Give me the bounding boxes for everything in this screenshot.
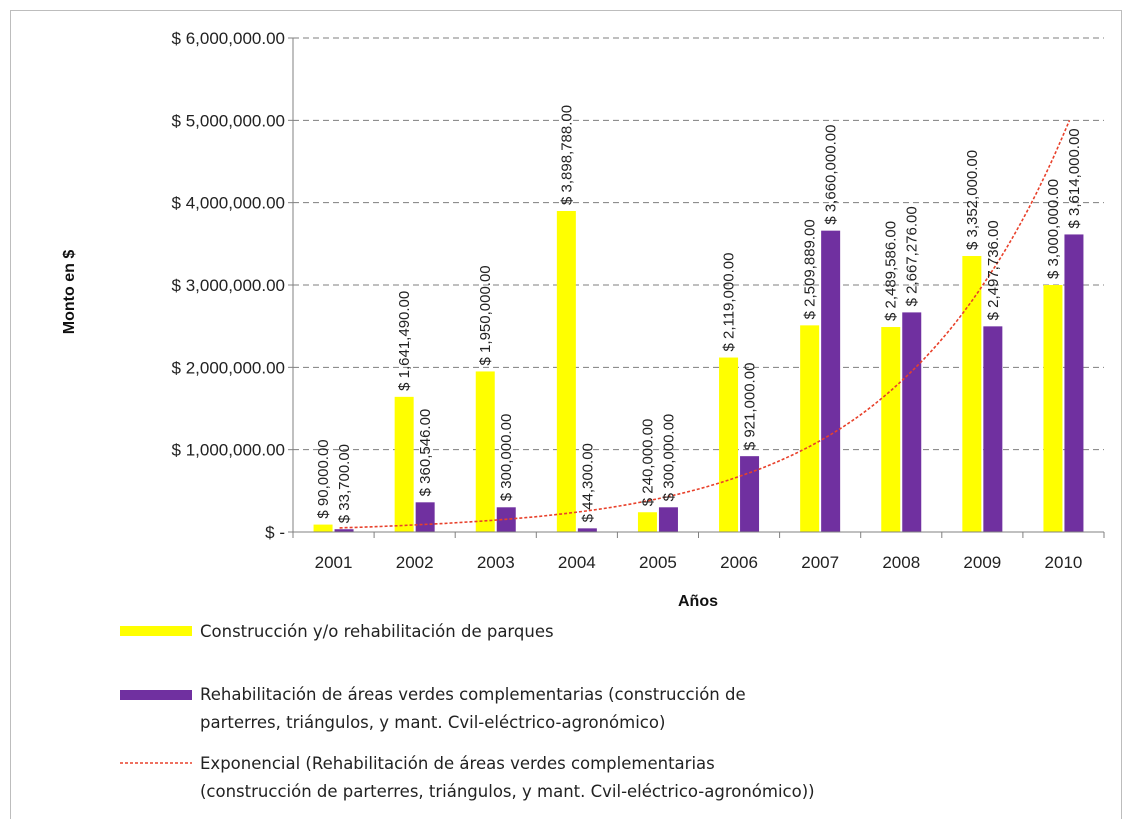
bar-construccion-parques	[556, 210, 576, 532]
x-tick-label: 2008	[882, 553, 920, 572]
data-labels: $ 90,000.00 $ 1,641,490.00 $ 1,950,000.00 $…	[315, 105, 1083, 523]
data-label: $ 2,667,276.00	[904, 206, 921, 306]
x-tick-label: 2001	[315, 553, 353, 572]
x-axis-title: Años	[678, 593, 718, 610]
x-tick-label: 2003	[477, 553, 515, 572]
legend-label: parterres, triángulos, y mant. Cvil-eléc…	[200, 713, 665, 732]
bar-rehabilitacion-areas-verdes	[658, 507, 678, 532]
data-label: $ 1,641,490.00	[396, 291, 413, 391]
legend-label: (construcción de parterres, triángulos, …	[200, 782, 815, 801]
bar-construccion-parques	[475, 371, 495, 532]
bar-rehabilitacion-areas-verdes	[1064, 234, 1084, 532]
bar-rehabilitacion-areas-verdes	[334, 529, 354, 532]
bar-rehabilitacion-areas-verdes	[577, 528, 597, 532]
data-label: $ 44,300.00	[579, 443, 596, 522]
trendline-layer	[339, 119, 1071, 529]
x-tick-label: 2005	[639, 553, 677, 572]
y-tick-label: $ 3,000,000.00	[172, 276, 285, 295]
bar-construccion-parques	[962, 256, 982, 532]
exponential-trendline	[339, 119, 1071, 529]
legend-swatch-purple	[120, 690, 192, 700]
data-label: $ 2,509,889.00	[802, 219, 819, 319]
x-tick-label: 2010	[1045, 553, 1083, 572]
y-tick-label: $ 6,000,000.00	[172, 29, 285, 48]
data-label: $ 2,119,000.00	[721, 253, 738, 352]
bar-construccion-parques	[394, 396, 414, 532]
data-label: $ 90,000.00	[315, 439, 332, 518]
data-label: $ 1,950,000.00	[477, 265, 494, 365]
bar-rehabilitacion-areas-verdes	[902, 312, 922, 532]
legend-label: Construcción y/o rehabilitación de parqu…	[200, 622, 554, 641]
bars	[313, 210, 1084, 532]
y-tick-label: $ -	[265, 523, 285, 542]
x-tick-label: 2009	[963, 553, 1001, 572]
chart-frame	[10, 10, 1122, 819]
bar-rehabilitacion-areas-verdes	[983, 326, 1003, 532]
data-label: $ 33,700.00	[336, 444, 353, 523]
x-tick-label: 2007	[801, 553, 839, 572]
legend: Construcción y/o rehabilitación de parqu…	[120, 622, 815, 801]
data-label: $ 3,000,000.00	[1045, 179, 1062, 279]
bar-rehabilitacion-areas-verdes	[740, 456, 760, 532]
data-label: $ 2,489,586.00	[883, 221, 900, 321]
bar-construccion-parques	[637, 512, 657, 532]
gridlines	[293, 37, 1104, 451]
axes: $ - $ 1,000,000.00 $ 2,000,000.00 $ 3,000,0…	[172, 29, 1105, 572]
data-label: $ 2,497,736.00	[985, 220, 1002, 320]
y-axis-title: Monto en $	[61, 250, 78, 335]
data-label: $ 3,898,788.00	[558, 105, 575, 205]
bar-rehabilitacion-areas-verdes	[821, 230, 841, 532]
data-label: $ 360,546.00	[417, 409, 434, 497]
bar-construccion-parques	[313, 524, 333, 532]
y-tick-label: $ 2,000,000.00	[172, 358, 285, 377]
data-label: $ 300,000.00	[660, 414, 677, 502]
data-label: $ 921,000.00	[742, 363, 759, 451]
y-tick-label: $ 4,000,000.00	[172, 194, 285, 213]
x-tick-label: 2004	[558, 553, 596, 572]
data-label: $ 240,000.00	[639, 419, 656, 507]
bar-construccion-parques	[881, 327, 901, 532]
bar-rehabilitacion-areas-verdes	[415, 502, 435, 532]
y-tick-label: $ 5,000,000.00	[172, 111, 285, 130]
bar-construccion-parques	[719, 357, 739, 532]
x-tick-label: 2006	[720, 553, 758, 572]
legend-label: Exponencial (Rehabilitación de áreas ver…	[200, 754, 715, 773]
data-label: $ 3,660,000.00	[823, 125, 840, 225]
data-label: $ 300,000.00	[498, 414, 515, 502]
data-label: $ 3,352,000.00	[964, 150, 981, 250]
bar-construccion-parques	[800, 325, 820, 532]
x-tick-label: 2002	[396, 553, 434, 572]
y-tick-label: $ 1,000,000.00	[172, 441, 285, 460]
data-label: $ 3,614,000.00	[1066, 128, 1083, 228]
legend-label: Rehabilitación de áreas verdes complemen…	[200, 685, 746, 704]
bar-construccion-parques	[1043, 285, 1063, 532]
legend-swatch-yellow	[120, 626, 192, 636]
